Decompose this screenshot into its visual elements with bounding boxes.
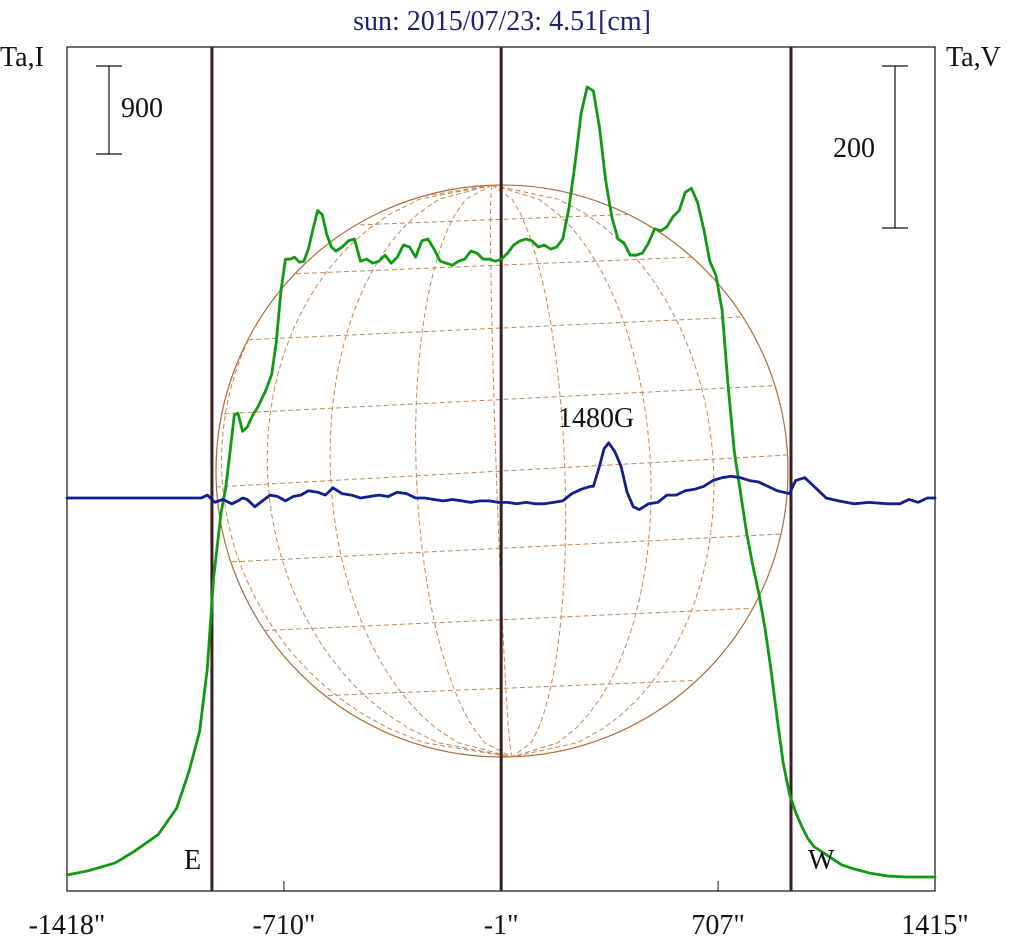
x-tick-label: -710" xyxy=(253,910,316,941)
solar-meridian xyxy=(329,185,513,757)
west-limb-label: W xyxy=(808,845,835,876)
solar-meridian xyxy=(221,185,513,757)
intensity-scale-label: 900 xyxy=(121,93,163,124)
reference-lines xyxy=(210,47,793,891)
peak-field-label: 1480G xyxy=(558,403,634,434)
series-line-ta-i xyxy=(65,85,937,879)
east-limb-label: E xyxy=(184,845,201,876)
solar-meridian xyxy=(491,185,715,757)
solar-meridian xyxy=(491,185,567,757)
left-axis-label: Ta,I xyxy=(0,42,44,73)
overlay-layer xyxy=(96,65,908,229)
x-tick-label: -1" xyxy=(484,910,519,941)
x-tick-label: 1415" xyxy=(901,910,968,941)
chart-title: sun: 2015/07/23: 4.51[cm] xyxy=(353,6,651,37)
x-tick-label: 707" xyxy=(691,910,744,941)
right-axis-label: Ta,V xyxy=(946,42,1001,73)
plot-frame: -1418" -710" -1" 707" 1415" xyxy=(29,46,969,941)
solar-meridian xyxy=(491,185,652,757)
series-line-ta-v xyxy=(65,441,937,511)
solar-meridian xyxy=(489,185,513,757)
polarization-scale-label: 200 xyxy=(833,133,875,164)
solar-meridian xyxy=(266,185,513,757)
series-layer xyxy=(65,85,937,879)
x-tick-label: -1418" xyxy=(29,910,106,941)
